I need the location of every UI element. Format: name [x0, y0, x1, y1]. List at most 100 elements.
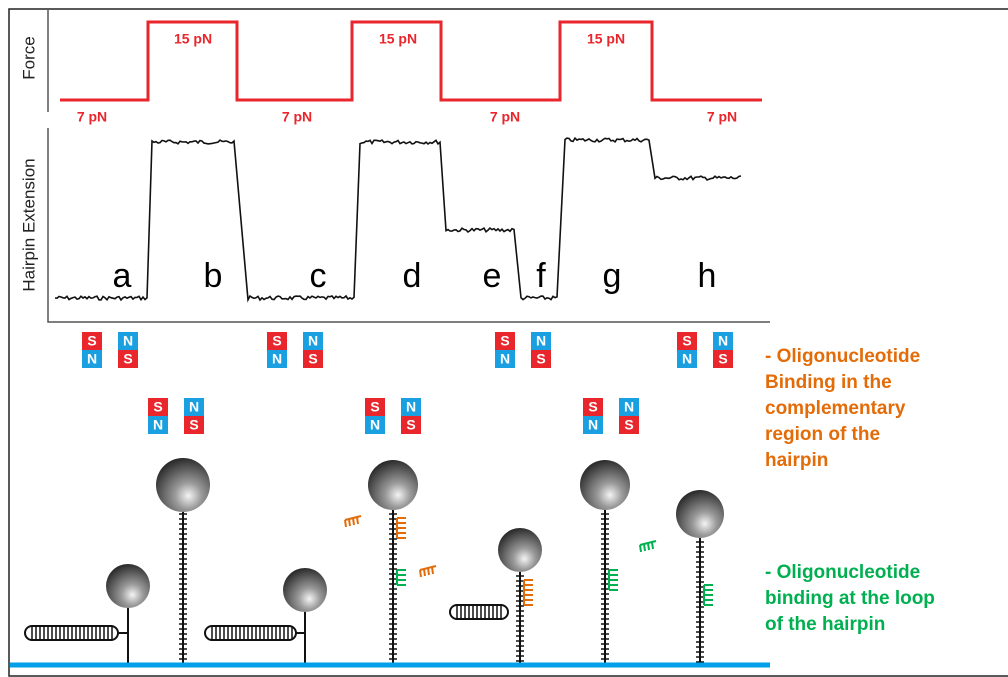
magnet-label: N — [189, 399, 199, 415]
magnet-label: S — [718, 351, 727, 367]
magnet-cell — [365, 416, 385, 434]
free-oligo-base — [344, 519, 347, 528]
magnet-label: N — [123, 333, 133, 349]
magnet-cell — [148, 398, 168, 416]
force-high-label: 15 pN — [587, 31, 625, 47]
folded-hairpin — [204, 625, 297, 641]
folded-hairpin — [449, 604, 509, 620]
magnet-cell — [184, 416, 204, 434]
magnet-cell — [583, 398, 603, 416]
magnet-cell — [118, 350, 138, 368]
legend-line: - Oligonucleotide — [765, 562, 920, 583]
force-high-label: 15 pN — [379, 31, 417, 47]
bead — [156, 458, 210, 512]
magnet-cell — [677, 332, 697, 350]
magnet-label: S — [370, 399, 379, 415]
free-oligo-base — [352, 517, 355, 526]
state-label: c — [310, 257, 327, 295]
bead — [106, 564, 150, 608]
magnet-label: S — [153, 399, 162, 415]
legend-line: complementary — [765, 398, 906, 419]
magnet-label: N — [87, 351, 97, 367]
legend-line: binding at the loop — [765, 588, 935, 609]
bead — [676, 490, 724, 538]
state-label: f — [536, 257, 546, 295]
magnet-cell — [619, 398, 639, 416]
extension-axis-label: Hairpin Extension — [19, 158, 38, 291]
magnet-label: N — [272, 351, 282, 367]
magnet-label: N — [536, 333, 546, 349]
magnet-label: N — [370, 417, 380, 433]
force-low-label: 7 pN — [490, 109, 520, 125]
free-oligo-base — [647, 542, 650, 551]
magnet-cell — [583, 416, 603, 434]
free-oligo-base — [419, 569, 422, 578]
magnet-label: S — [500, 333, 509, 349]
magnet-label: N — [682, 351, 692, 367]
magnet-cell — [118, 332, 138, 350]
bead — [368, 460, 418, 510]
magnet-label: N — [500, 351, 510, 367]
magnet-cell — [401, 398, 421, 416]
magnet-cell — [148, 416, 168, 434]
magnet-cell — [677, 350, 697, 368]
magnet-label: N — [406, 399, 416, 415]
free-oligo-base — [427, 567, 430, 576]
magnet-cell — [495, 332, 515, 350]
magnet-cell — [401, 416, 421, 434]
free-oligo-base — [431, 566, 434, 575]
legend-line: of the hairpin — [765, 614, 885, 635]
state-label: h — [698, 257, 717, 295]
magnet-label: S — [308, 351, 317, 367]
state-label: a — [113, 257, 132, 295]
force-low-label: 7 pN — [77, 109, 107, 125]
extension-trace — [54, 136, 742, 303]
magnet-cell — [713, 350, 733, 368]
junction — [296, 612, 306, 663]
magnet-cell — [303, 332, 323, 350]
junction — [118, 608, 129, 663]
free-oligo-base — [348, 518, 351, 527]
magnet-cell — [184, 398, 204, 416]
state-label: b — [204, 257, 223, 295]
magnet-cell — [303, 350, 323, 368]
magnet-label: S — [682, 333, 691, 349]
free-oligo-base — [356, 516, 359, 525]
legend-line: hairpin — [765, 450, 828, 471]
bead — [283, 568, 327, 612]
magnet-label: S — [536, 351, 545, 367]
frame — [8, 8, 1008, 677]
magnet-cell — [531, 332, 551, 350]
magnet-cell — [495, 350, 515, 368]
legend-line: Binding in the — [765, 372, 892, 393]
free-oligo-base — [643, 543, 646, 552]
force-axis-label: Force — [19, 36, 38, 79]
magnet-label: S — [123, 351, 132, 367]
free-oligo-base — [639, 544, 642, 553]
magnet-cell — [619, 416, 639, 434]
magnet-label: N — [588, 417, 598, 433]
magnet-cell — [82, 350, 102, 368]
bead — [580, 460, 630, 510]
magnet-label: N — [153, 417, 163, 433]
magnet-label: S — [272, 333, 281, 349]
magnet-cell — [713, 332, 733, 350]
free-oligo-base — [651, 541, 654, 550]
force-trace — [60, 20, 762, 102]
force-high-label: 15 pN — [174, 31, 212, 47]
magnet-cell — [267, 332, 287, 350]
force-low-label: 7 pN — [282, 109, 312, 125]
state-label: d — [403, 257, 422, 295]
legend-line: region of the — [765, 424, 880, 445]
legend-line: - Oligonucleotide — [765, 346, 920, 367]
magnet-label: S — [87, 333, 96, 349]
magnet-label: N — [718, 333, 728, 349]
extension-axes — [47, 128, 770, 323]
magnet-label: S — [624, 417, 633, 433]
magnet-label: S — [588, 399, 597, 415]
free-oligo-base — [423, 568, 426, 577]
state-label: g — [603, 257, 622, 295]
state-label: e — [483, 257, 502, 295]
magnet-label: N — [308, 333, 318, 349]
